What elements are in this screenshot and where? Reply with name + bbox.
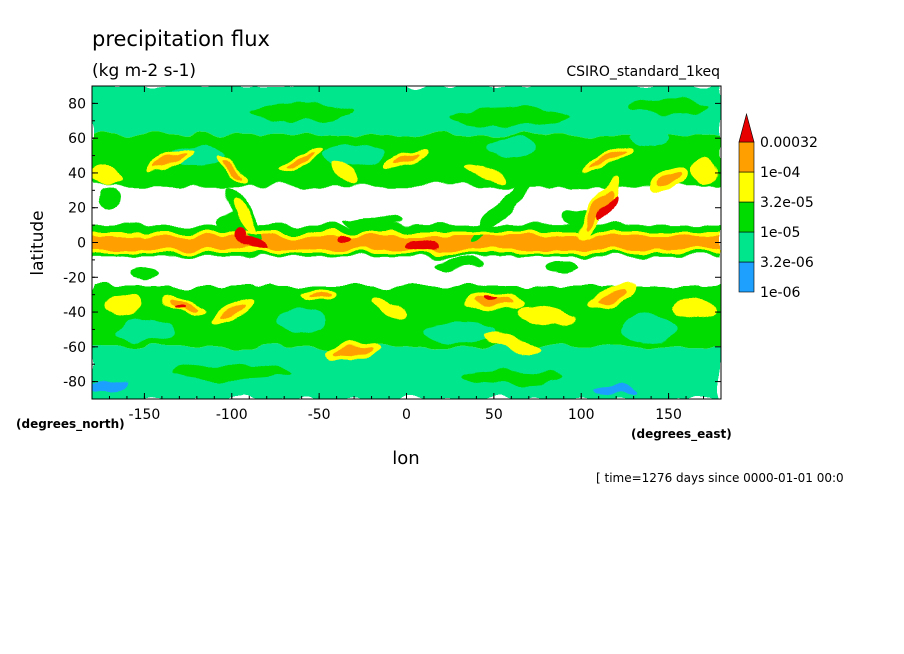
colorbar-top-triangle xyxy=(738,112,755,143)
field-core-11 xyxy=(334,346,375,355)
y-axis-units: (degrees_north) xyxy=(16,417,125,432)
chart-title: precipitation flux xyxy=(92,27,270,51)
y-tick-label: 60 xyxy=(68,131,86,147)
field-core-10 xyxy=(597,288,628,302)
x-axis-label: lon xyxy=(392,448,419,469)
colorbar-label: 0.00032 xyxy=(760,135,818,151)
precipitation-field xyxy=(92,86,721,399)
field-patch-8 xyxy=(114,317,175,342)
field-streak-4 xyxy=(332,160,358,186)
field-streak-6 xyxy=(464,163,506,183)
colorbar-box xyxy=(738,261,755,293)
x-tick-label: 100 xyxy=(568,407,595,423)
y-axis-label: latitude xyxy=(28,210,48,275)
field-patch-9 xyxy=(276,308,327,333)
field-diag-atlantic xyxy=(466,172,539,244)
x-tick-label: -50 xyxy=(308,407,331,423)
field-core-9 xyxy=(473,299,514,308)
colorbar-box xyxy=(738,171,755,203)
field-band-north-itcz-edge xyxy=(92,225,721,233)
field-band-south-itcz-edge xyxy=(92,252,721,257)
field-streak-16 xyxy=(516,306,576,325)
field-streak-20 xyxy=(482,333,541,354)
field-patch-20 xyxy=(432,257,485,270)
field-patch-22 xyxy=(130,268,159,279)
field-streak-10 xyxy=(105,295,142,316)
y-tick-label: 20 xyxy=(68,201,86,217)
field-core-8 xyxy=(307,291,332,298)
colorbar-box xyxy=(738,201,755,233)
field-patch-2 xyxy=(451,108,572,127)
field-patch-0 xyxy=(92,110,167,131)
field-core-1 xyxy=(220,160,243,179)
field-max-atlantic xyxy=(339,234,352,241)
x-tick-label: 0 xyxy=(402,407,411,423)
y-tick-label: -40 xyxy=(63,305,86,321)
field-patch-17 xyxy=(341,215,402,228)
colorbar-label: 1e-04 xyxy=(760,165,800,181)
y-tick-label: 40 xyxy=(68,166,86,182)
x-tick-label: -100 xyxy=(216,407,248,423)
field-core-0 xyxy=(154,152,187,169)
colorbar-label: 3.2e-05 xyxy=(760,195,814,211)
field-core-4 xyxy=(591,150,624,168)
y-tick-label: -60 xyxy=(63,340,86,356)
field-core-2 xyxy=(287,151,317,167)
field-patch-6 xyxy=(486,136,537,157)
x-tick-label: 50 xyxy=(485,407,503,423)
colorbar: 1e-06 3.2e-06 1e-05 3.2e-05 1e-04 0.00032 xyxy=(738,112,818,301)
x-axis-units: (degrees_east) xyxy=(631,427,732,442)
field-patch-10 xyxy=(423,322,494,343)
colorbar-box xyxy=(738,231,755,263)
y-tick-label: -20 xyxy=(63,270,86,286)
field-streak-0 xyxy=(92,166,122,187)
y-tick-label: 80 xyxy=(68,96,86,112)
field-streak-14 xyxy=(373,297,406,320)
colorbar-box xyxy=(738,141,755,173)
field-patch-11 xyxy=(621,315,682,344)
field-core-5 xyxy=(656,171,681,189)
time-note: [ time=1276 days since 0000-01-01 00:0 xyxy=(596,471,844,485)
field-max-africa xyxy=(407,238,440,251)
field-patch-21 xyxy=(547,262,580,275)
x-tick-label: 150 xyxy=(655,407,682,423)
field-patch-14 xyxy=(92,380,130,391)
field-itcz-north-yellow xyxy=(92,232,721,236)
field-patch-3 xyxy=(628,99,709,114)
field-patch-13 xyxy=(461,371,562,386)
field-core-7 xyxy=(219,304,244,320)
field-core-6 xyxy=(167,298,198,312)
y-tick-label: 0 xyxy=(77,236,86,252)
field-streak-9 xyxy=(691,160,716,185)
field-patch-7 xyxy=(631,130,672,147)
field-band-north-dry xyxy=(92,186,721,226)
field-patch-15 xyxy=(591,386,642,395)
field-itcz-south-yellow xyxy=(92,249,721,253)
field-core-3 xyxy=(393,153,420,165)
colorbar-label: 1e-06 xyxy=(760,285,800,301)
field-patch-19 xyxy=(97,189,122,210)
x-axis: -150 -100 -50 0 50 100 150 xyxy=(108,86,705,423)
field-max-south-pacific xyxy=(174,304,185,309)
field-max-south-america-b xyxy=(234,227,247,244)
field-diag-america-core xyxy=(232,197,256,236)
colorbar-label: 1e-05 xyxy=(760,225,800,241)
field-band-south-dry xyxy=(92,256,721,286)
field-band-arctic xyxy=(92,86,721,135)
chart-units: (kg m-2 s-1) xyxy=(92,61,196,81)
field-patch-1 xyxy=(251,104,352,121)
y-tick-label: -80 xyxy=(63,375,86,391)
field-max-south-america xyxy=(237,237,269,251)
field-streak-18 xyxy=(673,298,717,320)
field-max-south-indian xyxy=(485,297,502,302)
field-patch-12 xyxy=(171,364,292,381)
field-max-west-pacific xyxy=(597,194,618,222)
x-tick-label: -150 xyxy=(129,407,161,423)
colorbar-label: 3.2e-06 xyxy=(760,255,814,271)
dataset-label: CSIRO_standard_1keq xyxy=(566,64,720,80)
y-axis: 80 60 40 20 0 -20 -40 -60 -80 xyxy=(63,85,721,400)
field-diag-pacific-core xyxy=(584,187,614,228)
